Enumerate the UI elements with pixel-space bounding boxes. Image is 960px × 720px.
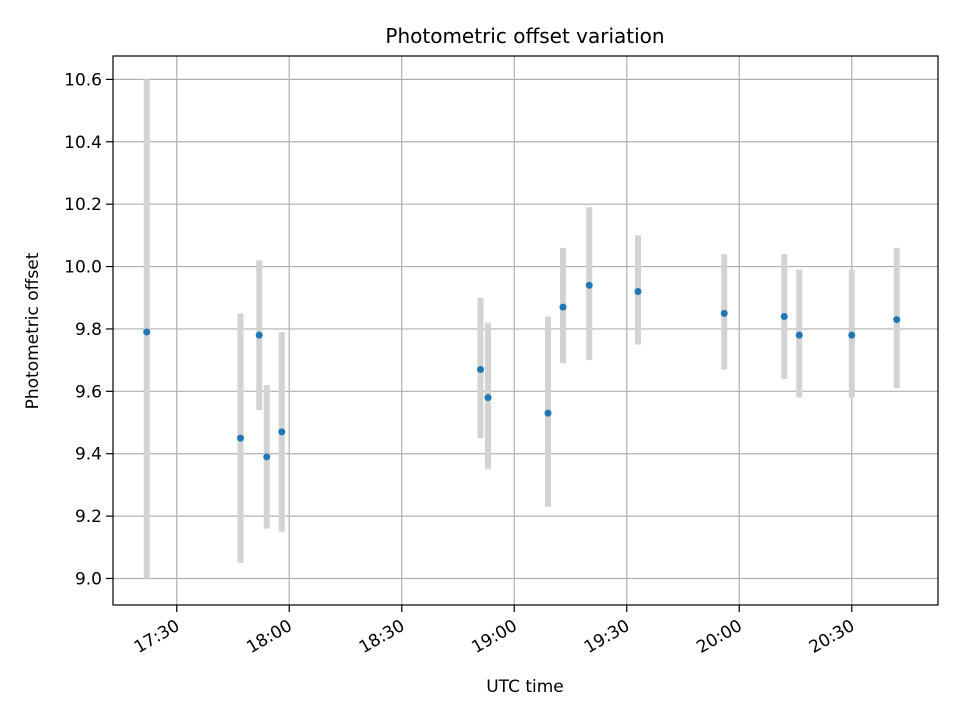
y-tick-label: 9.6 [75, 382, 102, 402]
data-point [263, 453, 271, 461]
y-tick-label: 9.8 [75, 320, 102, 340]
data-points [143, 281, 901, 461]
x-axis-title: UTC time [486, 677, 564, 697]
data-point [255, 331, 263, 339]
y-tick-label: 9.0 [75, 569, 102, 589]
data-point [893, 316, 901, 324]
data-point [237, 434, 244, 442]
data-point [780, 312, 788, 320]
y-tick-label: 10.4 [64, 133, 102, 153]
y-tick-label: 10.0 [64, 258, 102, 278]
data-point [720, 309, 728, 317]
data-point [477, 365, 484, 373]
data-point [634, 288, 642, 296]
data-point [143, 328, 151, 336]
data-point [484, 394, 492, 402]
y-axis-ticks: 9.0 9.2 9.4 9.6 9.8 10.0 10.2 10.4 10.6 [64, 70, 113, 589]
data-point [544, 409, 552, 417]
data-point [278, 428, 286, 436]
y-tick-label: 10.2 [64, 195, 102, 215]
data-point [848, 331, 856, 339]
y-axis-title: Photometric offset [23, 252, 43, 409]
data-point [559, 303, 567, 311]
y-tick-label: 10.6 [64, 70, 102, 90]
plot-frame [112, 55, 939, 606]
data-point [795, 331, 803, 339]
chart-title: Photometric offset variation [385, 24, 664, 48]
y-tick-label: 9.2 [75, 507, 102, 527]
data-point [585, 281, 593, 289]
y-tick-label: 9.4 [75, 445, 102, 465]
